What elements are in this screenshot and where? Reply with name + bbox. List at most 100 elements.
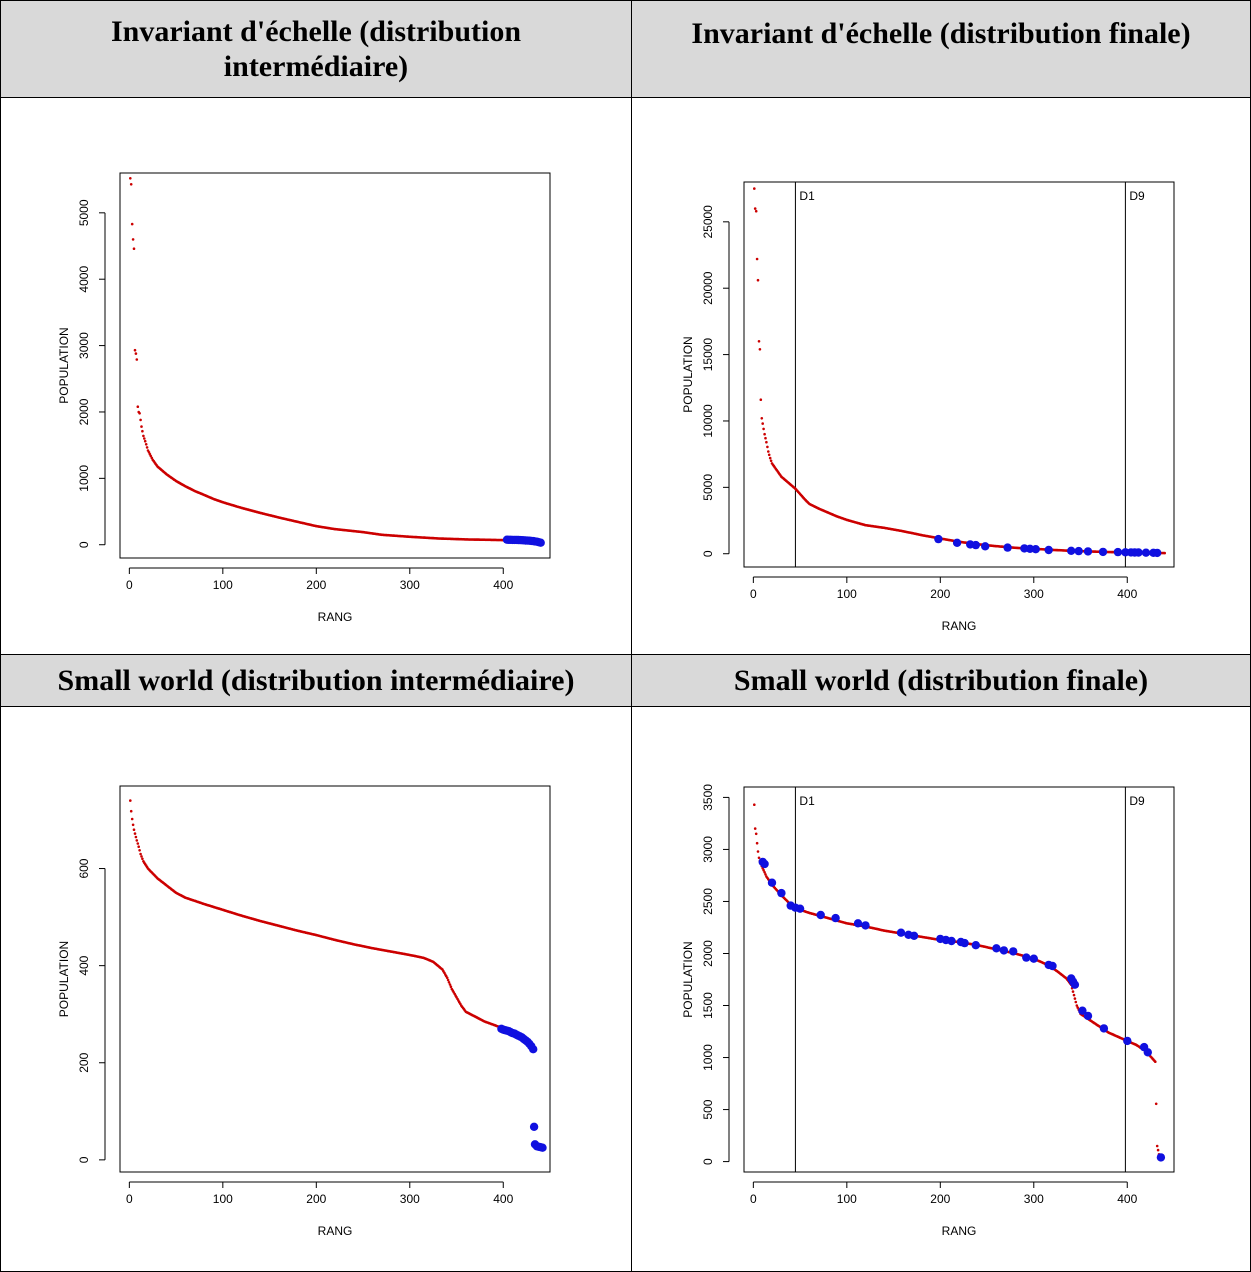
- red-series: [129, 799, 503, 1030]
- highlight-point: [816, 910, 825, 920]
- highlight-point: [1099, 1024, 1109, 1033]
- highlight-point: [1143, 1048, 1152, 1057]
- highlight-point: [767, 878, 777, 887]
- x-tick-label: 400: [493, 1192, 513, 1206]
- highlight-point: [1113, 547, 1123, 557]
- data-point: [131, 823, 135, 827]
- data-point: [133, 832, 137, 835]
- y-tick-label: 1000: [701, 1044, 715, 1071]
- data-point: [760, 417, 764, 420]
- highlight-point: [538, 1143, 547, 1152]
- highlight-point: [529, 1122, 539, 1131]
- data-point: [142, 434, 145, 438]
- data-point: [129, 183, 133, 186]
- highlight-point: [1029, 954, 1038, 963]
- y-tick-label: 200: [77, 1052, 91, 1072]
- header-title: Small world (distribution finale): [733, 664, 1149, 697]
- data-point: [753, 187, 756, 190]
- x-tick-label: 200: [930, 1192, 950, 1206]
- x-tick-label: 400: [1117, 587, 1137, 601]
- x-axis-label: RANG: [942, 619, 977, 633]
- header-top-right: Invariant d'échelle (distribution finale…: [631, 0, 1251, 98]
- data-point: [129, 177, 132, 180]
- data-point: [757, 340, 761, 343]
- data-point: [132, 247, 136, 250]
- x-tick-label: 400: [1117, 1192, 1137, 1206]
- plot-cell-bottom-left: 0 100 200 300 400 RANG 0 200 400 600 POPULATION: [0, 706, 632, 1272]
- highlight-point: [1022, 953, 1031, 962]
- data-point: [447, 981, 451, 984]
- data-point: [1076, 1006, 1079, 1009]
- data-point: [135, 839, 139, 842]
- highlight-point: [1134, 548, 1143, 557]
- highlight-point: [853, 919, 863, 928]
- data-point: [765, 440, 768, 444]
- y-tick-label: 1500: [701, 992, 715, 1019]
- data-point: [753, 827, 757, 830]
- highlight-point: [1078, 1006, 1087, 1015]
- data-point: [138, 412, 141, 415]
- data-point: [129, 799, 132, 802]
- y-tick-label: 2500: [701, 888, 715, 915]
- highlight-point: [947, 936, 956, 946]
- highlight-point: [1048, 961, 1057, 971]
- x-tick-label: 300: [1024, 1192, 1044, 1206]
- data-point: [446, 978, 450, 982]
- data-point: [140, 425, 143, 428]
- highlight-point: [971, 540, 980, 550]
- data-point: [143, 439, 147, 443]
- highlight-point: [1153, 548, 1162, 558]
- data-point: [757, 856, 761, 860]
- data-point: [764, 873, 767, 876]
- data-point: [764, 436, 767, 440]
- y-tick-label: 0: [701, 1158, 715, 1165]
- data-point: [766, 445, 769, 449]
- data-point: [143, 437, 146, 440]
- y-tick-label: 25000: [701, 205, 715, 239]
- data-point: [135, 358, 139, 361]
- highlight-point: [1141, 548, 1151, 557]
- plot-frame: [119, 172, 551, 559]
- data-point: [755, 841, 759, 845]
- y-tick-label: 2000: [701, 940, 715, 967]
- y-axis: 0 500 1000 1500 2000 2500 3000 3500: [701, 784, 730, 1165]
- data-point: [1074, 1000, 1078, 1004]
- y-tick-label: 4000: [77, 266, 91, 293]
- header-bottom-right: Small world (distribution finale): [631, 654, 1251, 707]
- header-title: Small world (distribution intermédiaire): [57, 664, 575, 697]
- data-point: [755, 257, 759, 261]
- x-tick-label: 100: [837, 587, 857, 601]
- data-point: [137, 845, 140, 848]
- data-point: [763, 871, 766, 874]
- data-point: [132, 828, 136, 831]
- x-tick-label: 300: [400, 1192, 420, 1206]
- x-tick-label: 300: [1024, 587, 1044, 601]
- data-point: [759, 398, 763, 402]
- data-point: [448, 983, 452, 986]
- highlight-point: [777, 888, 786, 898]
- red-series: [753, 803, 1163, 1159]
- data-point: [445, 976, 449, 980]
- x-axis: 0 100 200 300 400: [750, 576, 1138, 601]
- data-point: [1072, 993, 1076, 997]
- data-point: [139, 418, 142, 422]
- data-point: [753, 207, 757, 210]
- decile-label: D1: [799, 794, 815, 808]
- x-tick-label: 0: [750, 1192, 757, 1206]
- data-point: [762, 868, 765, 872]
- data-point: [134, 835, 138, 839]
- data-point: [138, 849, 141, 852]
- plot-cell-top-left: 0 100 200 300 400 RANG 0 1000 2000 3000 4000 5000 PO…: [0, 97, 632, 655]
- data-point: [1075, 1004, 1079, 1007]
- y-axis-label: POPULATION: [57, 327, 71, 403]
- highlight-point: [1009, 947, 1018, 956]
- data-point: [136, 842, 140, 845]
- highlight-point: [1067, 546, 1076, 555]
- data-point: [136, 405, 140, 409]
- highlight-point: [1156, 1153, 1166, 1162]
- chart-smallworld-final: 0 100 200 300 400 RANG 0 500 1000 1500 2000 2500 300…: [681, 784, 1175, 1238]
- plot-frame: [743, 181, 1175, 568]
- header-bottom-left: Small world (distribution intermédiaire): [0, 654, 632, 707]
- chart-smallworld-intermediate: 0 100 200 300 400 RANG 0 200 400 600 POPULATION: [57, 785, 551, 1238]
